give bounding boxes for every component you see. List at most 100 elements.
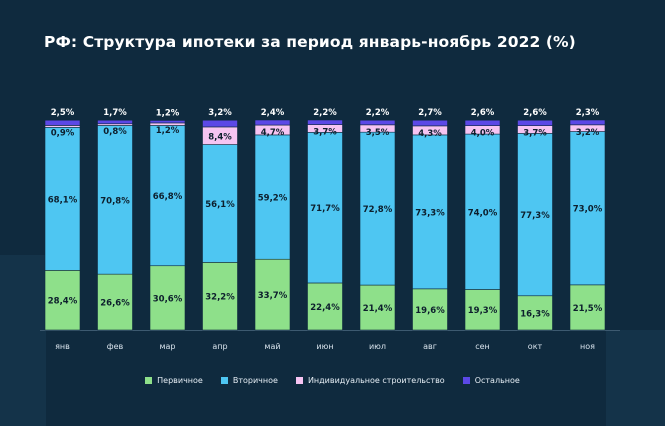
data-label: 2,6% xyxy=(471,108,495,118)
data-label: 72,8% xyxy=(363,205,393,215)
data-label: 32,2% xyxy=(205,293,235,303)
data-label: 74,0% xyxy=(468,208,498,218)
bar-segment xyxy=(359,284,396,331)
bar-segment xyxy=(149,265,186,331)
legend-swatch xyxy=(145,377,153,384)
legend-item-other: Остальное xyxy=(462,376,520,385)
data-label: 21,4% xyxy=(363,304,393,314)
chart-legend: Первичное Вторичное Индивидуальное строи… xyxy=(0,376,665,385)
page-title: РФ: Структура ипотеки за период январь-н… xyxy=(44,33,576,51)
background-decoration xyxy=(0,255,46,426)
data-label: 1,2% xyxy=(156,126,180,136)
bar-segment xyxy=(412,134,448,290)
x-tick-label: ноя xyxy=(580,342,595,351)
legend-label: Индивидуальное строительство xyxy=(307,376,445,385)
background-decoration xyxy=(606,330,665,426)
x-tick-label: янв xyxy=(55,342,70,351)
bar-segment xyxy=(254,134,291,260)
bar-segment xyxy=(307,282,343,331)
bar-segment xyxy=(254,119,291,126)
bar-segment xyxy=(307,132,343,284)
data-label: 28,4% xyxy=(48,297,78,307)
data-label: 1,7% xyxy=(103,108,127,118)
legend-item-individual: Индивидуальное строительство xyxy=(295,376,445,385)
data-label: 3,7% xyxy=(313,128,337,138)
data-label: 4,7% xyxy=(261,128,285,138)
data-label: 3,5% xyxy=(366,128,390,138)
data-label: 71,7% xyxy=(310,204,340,214)
bar-segment xyxy=(359,131,396,286)
bar-segment xyxy=(97,125,133,275)
bar-segment xyxy=(569,131,606,286)
bar-segment xyxy=(464,119,501,126)
data-label: 26,6% xyxy=(100,299,130,309)
bar-segment xyxy=(149,125,186,267)
bar-segment xyxy=(464,289,501,331)
legend-label: Первичное xyxy=(157,376,203,385)
x-tick-label: окт xyxy=(528,342,543,351)
bar-segment xyxy=(517,119,553,126)
legend-item-primary: Первичное xyxy=(145,376,203,385)
bar-segment xyxy=(569,284,606,331)
data-label: 16,3% xyxy=(520,309,550,319)
data-label: 56,1% xyxy=(205,200,235,210)
bar-segment xyxy=(97,119,133,125)
data-label: 22,4% xyxy=(310,303,340,313)
x-tick-label: май xyxy=(264,342,280,351)
x-tick-label: авг xyxy=(423,342,437,351)
data-label: 59,2% xyxy=(258,194,288,204)
data-label: 2,7% xyxy=(418,108,442,118)
bar-segment xyxy=(202,144,238,263)
data-label: 70,8% xyxy=(100,196,130,206)
bar-segment xyxy=(464,133,501,290)
data-label: 3,2% xyxy=(576,128,600,138)
data-label: 3,7% xyxy=(523,129,547,139)
data-label: 19,6% xyxy=(415,306,445,316)
data-label: 73,0% xyxy=(573,205,603,215)
bar-segment xyxy=(202,119,238,128)
legend-swatch xyxy=(295,377,303,384)
bar-segment xyxy=(412,288,448,331)
legend-swatch xyxy=(220,377,228,384)
data-label: 3,2% xyxy=(208,108,232,118)
x-tick-label: сен xyxy=(475,342,490,351)
bar-segment xyxy=(149,120,186,124)
data-label: 8,4% xyxy=(208,132,232,142)
bar-segment xyxy=(44,119,81,126)
data-label: 77,3% xyxy=(520,211,550,221)
data-label: 2,6% xyxy=(523,108,547,118)
legend-label: Вторичное xyxy=(232,376,278,385)
bar-segment xyxy=(254,258,291,331)
bar-segment xyxy=(412,119,448,127)
data-label: 2,4% xyxy=(261,108,285,118)
x-tick-label: фев xyxy=(107,342,124,351)
bar-segment xyxy=(517,133,553,297)
data-label: 21,5% xyxy=(573,304,603,314)
bar-segment xyxy=(202,262,238,331)
data-label: 0,9% xyxy=(51,128,75,138)
x-tick-label: мар xyxy=(159,342,175,351)
bar-segment xyxy=(359,119,396,126)
data-label: 33,7% xyxy=(258,291,288,301)
data-label: 2,2% xyxy=(313,108,337,118)
bar-segment xyxy=(569,119,606,126)
data-label: 0,8% xyxy=(103,127,127,137)
x-tick-label: июн xyxy=(316,342,333,351)
data-label: 68,1% xyxy=(48,195,78,205)
bar-segment xyxy=(44,127,81,271)
data-label: 30,6% xyxy=(153,294,183,304)
x-tick-label: апр xyxy=(212,342,227,351)
data-label: 2,3% xyxy=(576,108,600,118)
legend-label: Остальное xyxy=(474,376,520,385)
data-label: 4,3% xyxy=(418,129,442,139)
legend-item-secondary: Вторичное xyxy=(220,376,278,385)
data-label: 73,3% xyxy=(415,208,445,218)
bar-segment xyxy=(307,119,343,125)
data-label: 1,2% xyxy=(156,108,180,118)
data-label: 2,2% xyxy=(366,108,390,118)
data-label: 2,5% xyxy=(51,108,75,118)
x-tick-label: июл xyxy=(369,342,386,351)
data-label: 19,3% xyxy=(468,306,498,316)
data-label: 4,0% xyxy=(471,129,495,139)
